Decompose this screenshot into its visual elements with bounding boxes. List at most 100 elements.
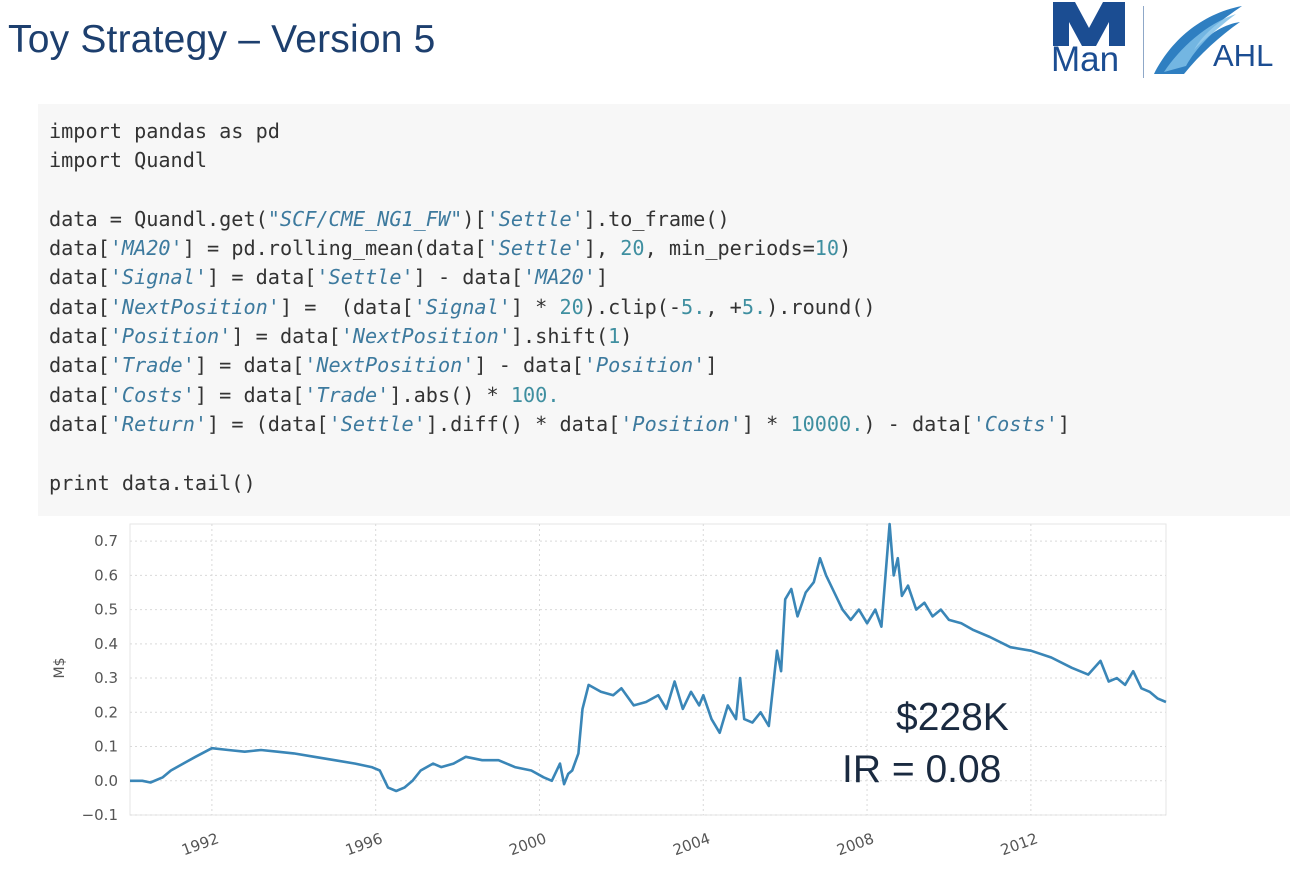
code-token: 100. [510,382,560,407]
code-line: data['Trade'] = data['NextPosition'] - d… [49,353,718,377]
code-token: 'Costs' [972,411,1058,436]
code-line: data['Signal'] = data['Settle'] - data['… [49,265,608,289]
code-token: ] * [510,294,560,319]
y-tick-label: 0.6 [94,566,118,584]
code-token: ].diff() * data[ [425,411,621,436]
code-token: import pandas as pd [49,119,280,143]
ir-annotation: IR = 0.08 [842,748,1002,791]
code-token: ).round() [766,294,876,319]
code-line: import Quandl [49,148,207,172]
plot-area [129,523,1167,816]
code-token: 'NextPosition' [340,324,511,349]
code-token: ] [595,265,609,290]
code-token: ] = (data[ [207,411,329,436]
code-token: data[ [49,294,110,319]
code-token: ] - data[ [474,353,584,378]
code-token: 'NextPosition' [109,294,280,319]
code-token: data[ [49,265,110,290]
code-token: 'Position' [109,324,232,349]
code-token: import Quandl [49,148,208,173]
code-token: 'Settle' [486,206,584,231]
code-line: data = Quandl.get("SCF/CME_NG1_FW")['Set… [49,207,730,231]
code-token: ], [583,236,621,261]
code-token: ) - data[ [863,411,973,436]
slide-title: Toy Strategy – Version 5 [8,18,436,61]
code-token: 'Signal' [109,265,208,290]
code-token: 'Settle' [328,411,426,436]
y-tick-label: 0.5 [94,601,118,619]
code-token: ) [839,236,852,261]
y-tick-label: 0.3 [94,669,118,687]
logo-man-text: Man [1051,40,1120,79]
code-token: 20 [620,236,645,261]
code-token: ] [705,353,718,378]
code-token: "SCF/CME_NG1_FW" [267,206,463,231]
code-token: 'NextPosition' [304,353,475,378]
code-token: 20 [559,294,584,319]
code-line: print data.tail() [49,471,256,495]
code-line: data['MA20'] = pd.rolling_mean(data['Set… [49,236,851,260]
code-line: data['Return'] = (data['Settle'].diff() … [49,412,1070,436]
code-token: ] = (data[ [279,294,414,319]
code-token: data[ [49,353,110,378]
code-token: ] * [741,411,791,436]
code-token: 'Trade' [109,353,195,378]
code-token: ] = data[ [231,324,341,349]
y-axis-label: M$ [52,658,68,679]
code-token: ] = data[ [194,382,305,407]
x-tick-label: 2008 [834,829,876,859]
code-token: ].shift( [510,324,609,349]
code-token: print data.tail() [49,470,256,495]
code-token: 'Position' [620,411,742,436]
y-tick-label: 0.1 [94,738,118,756]
pnl-annotation: $228K [896,696,1009,739]
x-tick-label: 2000 [507,829,549,859]
code-token: 'MA20' [109,236,183,261]
code-token: 'Costs' [109,382,195,407]
logo-ahl-text: AHL [1213,38,1274,73]
pnl-line-chart: −0.1 0.0 0.1 0.2 0.3 0.4 0.5 0.6 0.7 1992 1996 2000… [52,522,1167,859]
code-token: ] [1057,411,1070,436]
code-token: , min_periods= [644,236,815,261]
code-token: 'Signal' [413,294,511,319]
code-token: data[ [49,382,110,407]
code-token: ] - data[ [413,265,524,290]
code-token: 5. [741,294,767,319]
y-tick-label: 0.0 [94,772,118,790]
code-token: 'Return' [109,411,208,436]
code-token: data[ [49,324,110,349]
man-ahl-logo: Man AHL [1050,0,1290,84]
code-token: ) [620,324,633,349]
logo-divider [1143,6,1144,78]
code-panel [38,104,1290,516]
code-line: import pandas as pd [49,119,280,143]
code-token: data[ [49,411,110,436]
code-token: ] = data[ [194,353,305,378]
code-token: 'Settle' [486,236,584,261]
y-tick-label: −0.1 [82,806,118,824]
code-token: 1 [608,324,621,349]
code-token: 'Position' [583,353,706,378]
chart-panel: −0.1 0.0 0.1 0.2 0.3 0.4 0.5 0.6 0.7 1992 1996 2000… [38,516,1290,874]
ahl-sail-icon [1154,6,1242,74]
x-tick-label: 2004 [671,829,713,859]
code-token: )[ [462,206,487,231]
x-tick-label: 1992 [179,829,221,859]
code-token: , + [705,294,742,319]
code-token: data[ [49,236,110,261]
x-tick-label: 2012 [998,829,1040,859]
y-tick-label: 0.7 [94,532,118,550]
code-token: 'Settle' [316,265,414,290]
code-token: 5. [681,294,706,319]
code-token: ).clip(- [583,294,682,319]
code-token: ] = data[ [207,265,317,290]
code-token: 'MA20' [523,265,596,290]
y-tick-label: 0.2 [94,703,118,721]
code-token: ].abs() * [389,382,511,407]
code-line: data['Position'] = data['NextPosition'].… [49,324,632,348]
code-token: ].to_frame() [583,206,730,231]
code-token: 'Trade' [304,382,390,407]
y-tick-label: 0.4 [94,635,118,653]
code-token: ] = pd.rolling_mean(data[ [182,236,487,261]
code-token: data = Quandl.get( [49,206,268,231]
